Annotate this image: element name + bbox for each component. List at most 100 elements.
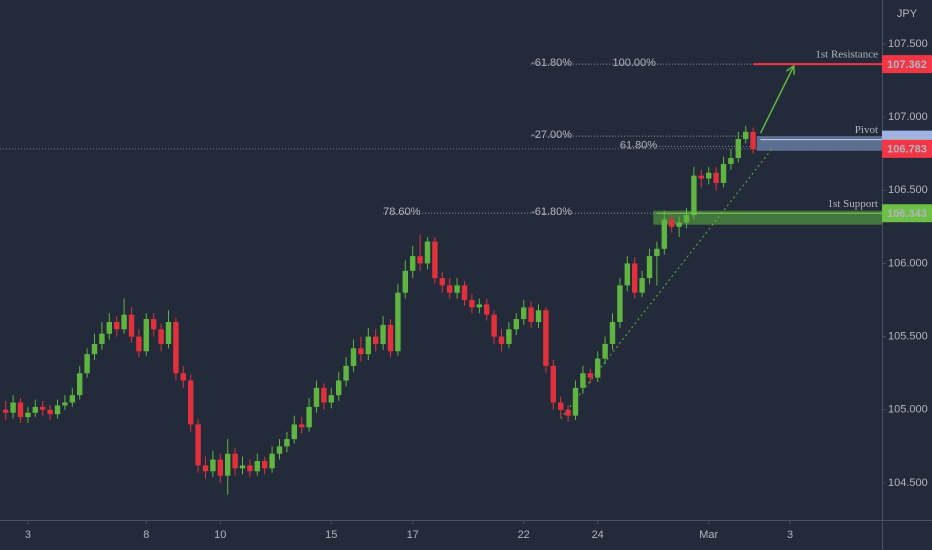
candle-body (639, 278, 645, 293)
candle-body (40, 406, 46, 410)
x-tick-label: Mar (699, 529, 718, 541)
candle-body (506, 329, 512, 344)
candle-body (543, 310, 549, 366)
candle-body (558, 402, 564, 410)
candle-body (661, 219, 667, 249)
candle-body (358, 348, 364, 355)
candle-body (750, 131, 756, 150)
candle-body (624, 263, 630, 286)
arrow (759, 65, 795, 134)
candle-body (158, 329, 164, 344)
fib-label: -61.80% (531, 206, 572, 218)
candle-body (432, 241, 438, 279)
candle-body (646, 256, 653, 279)
candle-body (484, 304, 490, 315)
candle-body (291, 424, 297, 440)
candle-body (469, 300, 475, 308)
x-tick-label: 15 (325, 529, 337, 541)
candle-body (336, 380, 342, 396)
candle-body (743, 131, 749, 140)
x-tick-label: 8 (143, 529, 149, 541)
candle-body (395, 292, 401, 352)
candle-body (173, 321, 179, 374)
candle-body (735, 139, 741, 159)
fib-label: -27.00% (531, 129, 572, 141)
candle-body (491, 314, 497, 337)
candle-body (535, 310, 542, 322)
fib-label: -61.80% (531, 57, 572, 69)
candle-body (165, 321, 172, 344)
candle-body (299, 424, 305, 428)
price-tag-label: 106.783 (887, 144, 927, 156)
level-label: 1st Support (828, 198, 878, 210)
candle-body (513, 319, 519, 330)
candle-body (247, 465, 253, 472)
candle-body (313, 387, 320, 407)
candle-body (321, 387, 327, 403)
candle-body (202, 465, 209, 472)
candle-body (343, 365, 349, 381)
candle-body (69, 395, 75, 403)
candle-body (595, 358, 601, 378)
price-tag-label: 107.362 (887, 59, 927, 71)
candle-body (380, 324, 386, 344)
candle-body (276, 446, 283, 454)
candle-body (195, 424, 201, 466)
candle-body (580, 373, 586, 388)
candle-body (210, 459, 216, 472)
candle-body (365, 336, 371, 355)
x-tick-label: 24 (592, 529, 604, 541)
candle-body (373, 336, 379, 344)
x-tick-label: 3 (25, 529, 31, 541)
candle-body (217, 459, 223, 476)
candle-body (284, 439, 290, 447)
candle-body (225, 453, 231, 476)
candle-body (99, 333, 105, 344)
y-tick-label: 107.500 (888, 38, 928, 50)
candle-body (476, 304, 482, 308)
candle-body (3, 409, 9, 413)
y-tick-label: 105.500 (888, 331, 928, 343)
candle-body (306, 406, 312, 428)
unit-label: JPY (897, 8, 918, 20)
candle-body (565, 409, 571, 416)
candle-body (121, 314, 127, 330)
candle-body (439, 278, 445, 286)
candle-body (528, 307, 534, 322)
candle-body (447, 285, 453, 293)
candle-body (62, 402, 68, 406)
candle-body (587, 373, 593, 378)
candle-body (143, 319, 149, 352)
level-label: Pivot (855, 124, 878, 136)
fib-label: 100.00% (613, 57, 657, 69)
price-tag-label: 106.343 (887, 208, 927, 220)
candle-body (728, 158, 734, 164)
zone (653, 210, 882, 225)
candle-body (151, 319, 157, 330)
candle-body (269, 453, 275, 469)
candle-body (350, 348, 357, 366)
candle-body (232, 453, 238, 469)
price-tag (882, 55, 932, 74)
fib-label: 78.60% (383, 206, 421, 218)
candle-body (676, 222, 682, 227)
candle-body (239, 465, 246, 469)
candle-body (387, 324, 394, 352)
candle-body (136, 336, 142, 352)
arrow-head (786, 64, 795, 75)
candle-body (698, 175, 704, 179)
candle-body (720, 163, 727, 183)
candle-body (262, 461, 268, 469)
candle-body (32, 406, 38, 413)
candle-body (713, 172, 719, 183)
trend-line (560, 148, 772, 419)
y-tick-label: 105.000 (888, 404, 928, 416)
candle-body (410, 256, 416, 271)
candle-body (632, 263, 638, 293)
candle-body (128, 314, 135, 337)
x-tick-label: 22 (518, 529, 530, 541)
candle-body (669, 219, 675, 227)
